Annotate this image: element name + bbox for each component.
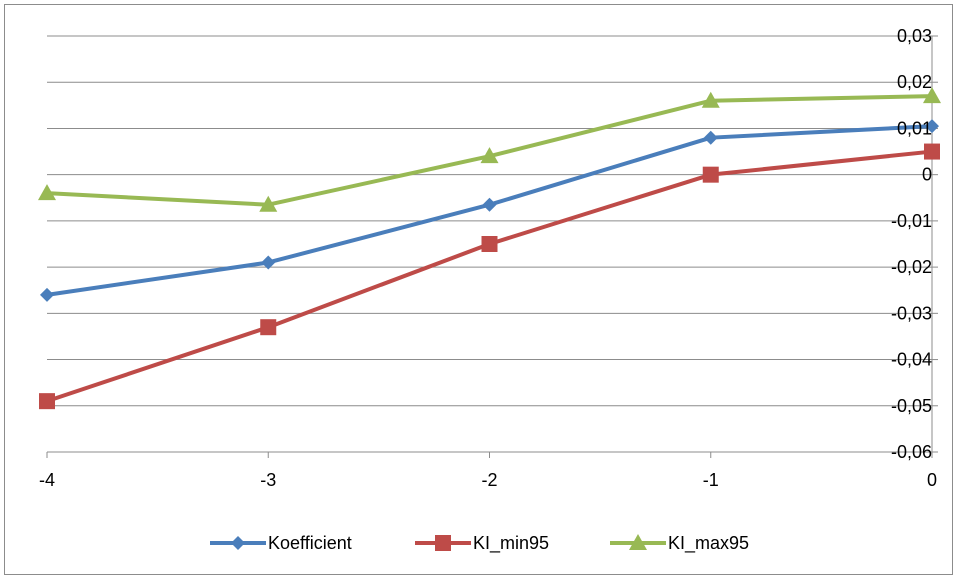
y-tick-label: -0,01 <box>891 211 932 231</box>
data-point <box>703 130 718 145</box>
data-point <box>923 87 941 104</box>
series-KI_min95 <box>39 143 940 410</box>
y-tick-label: -0,02 <box>891 257 932 277</box>
data-point <box>701 91 720 108</box>
data-point <box>261 255 276 270</box>
y-tick-label: 0,02 <box>897 72 932 92</box>
y-tick-label: -0,06 <box>891 442 932 462</box>
x-tick-label: -4 <box>39 470 55 490</box>
x-tick-label: -1 <box>703 470 719 490</box>
x-tick-label: -3 <box>260 470 276 490</box>
data-point <box>481 236 498 252</box>
y-tick-label: 0,01 <box>897 118 932 138</box>
legend-item: Koefficient <box>210 533 352 553</box>
legend-label: KI_max95 <box>668 533 749 554</box>
y-tick-label: -0,05 <box>891 396 932 416</box>
data-point <box>260 319 277 336</box>
x-tick-label: 0 <box>927 470 937 490</box>
x-tick-label: -2 <box>481 470 497 490</box>
series-KI_max95 <box>38 87 941 212</box>
data-point <box>39 393 55 410</box>
data-point <box>480 147 499 164</box>
legend-marker <box>435 535 451 551</box>
legend-item: KI_max95 <box>610 533 749 554</box>
axes <box>46 35 938 458</box>
legend-marker <box>629 534 647 550</box>
data-point <box>259 195 278 212</box>
legend: Koefficient KI_min95 KI_max95 <box>210 533 749 554</box>
data-point <box>925 119 939 134</box>
y-tick-label: -0,03 <box>891 303 932 323</box>
data-point <box>482 197 497 212</box>
data-point <box>40 287 54 302</box>
y-tick-label: -0,04 <box>891 350 932 370</box>
data-point <box>38 184 56 201</box>
y-tick-label: 0 <box>922 165 932 185</box>
legend-label: KI_min95 <box>473 533 549 554</box>
series-layer <box>38 87 941 410</box>
series-Koefficient <box>40 119 939 302</box>
tick-labels: 0,03 0,02 0,01 0 -0,01 -0,02 -0,03 -0,04 -0,05 -0… <box>39 26 937 490</box>
data-point <box>924 143 940 160</box>
legend-label: Koefficient <box>268 533 352 553</box>
y-tick-label: 0,03 <box>897 26 932 46</box>
legend-item: KI_min95 <box>415 533 549 554</box>
legend-marker <box>231 536 245 550</box>
data-point <box>702 166 719 183</box>
